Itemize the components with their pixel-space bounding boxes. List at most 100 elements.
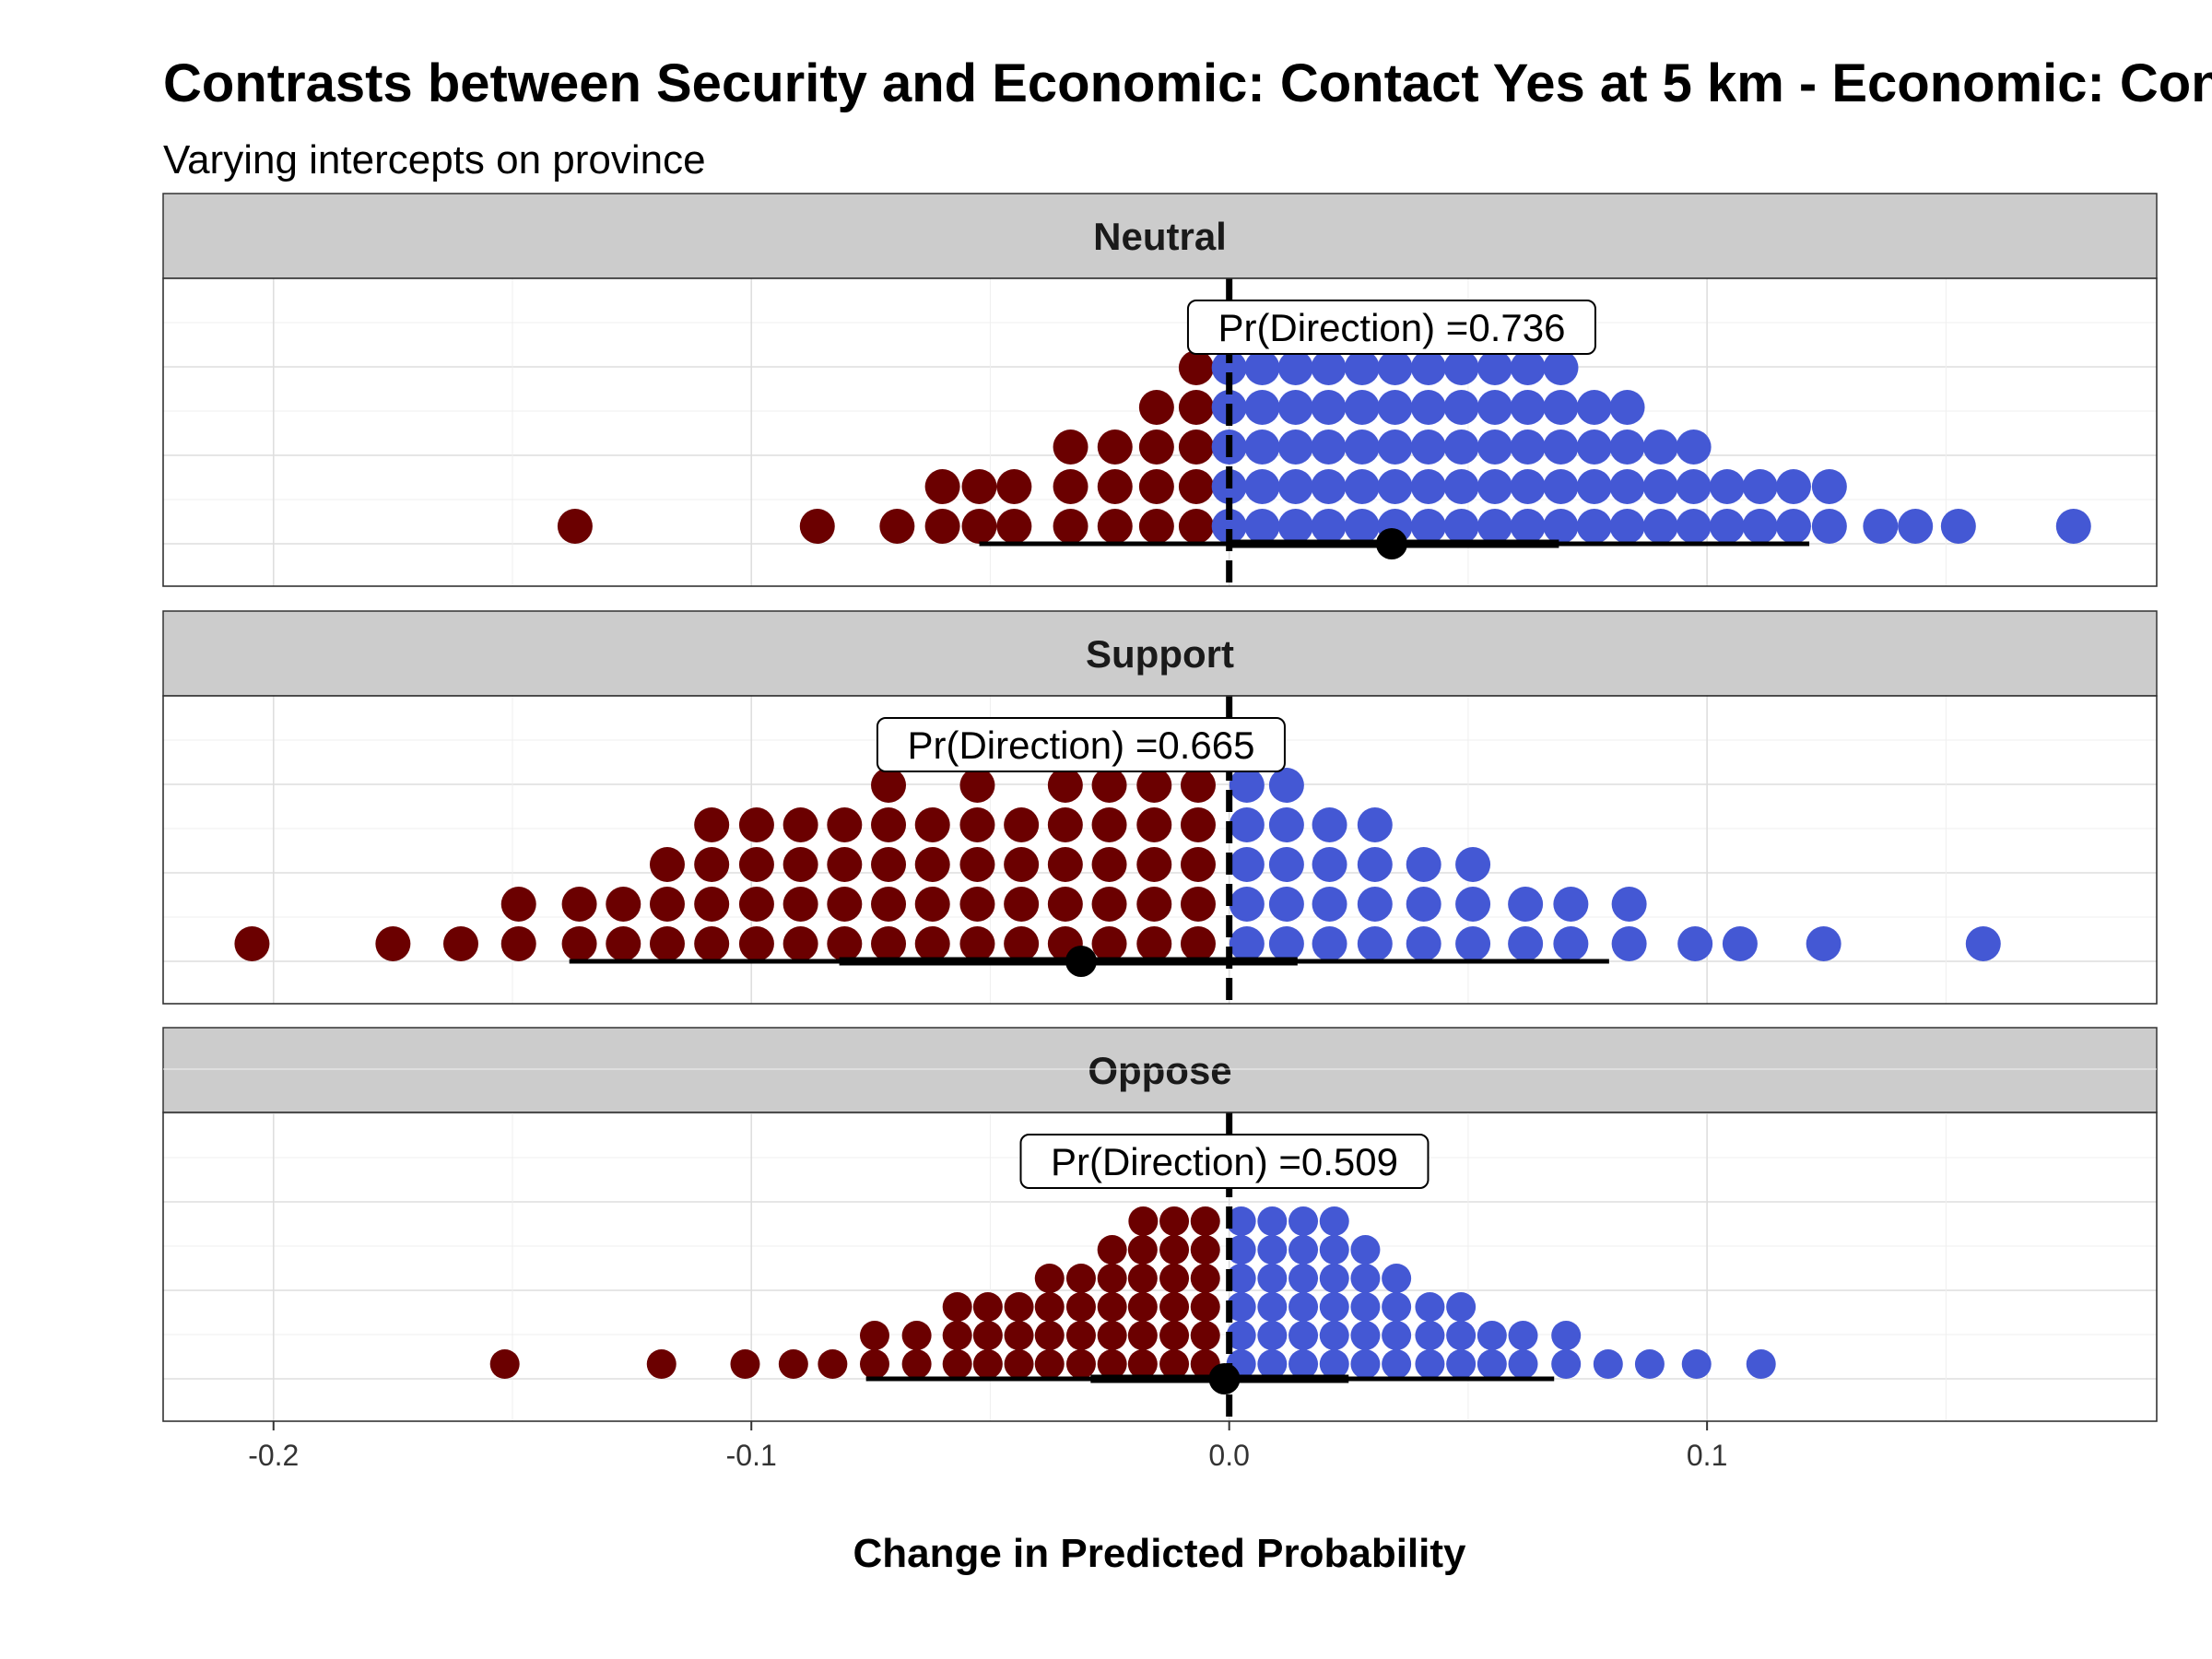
data-dot xyxy=(1178,390,1214,425)
data-dot xyxy=(606,926,641,961)
data-dot xyxy=(1180,768,1216,803)
data-dot xyxy=(1226,1321,1256,1350)
data-dot xyxy=(1377,469,1413,504)
data-dot xyxy=(914,887,950,922)
data-dot xyxy=(1415,1349,1445,1379)
data-dot xyxy=(1229,768,1265,803)
data-dot xyxy=(1288,1349,1319,1379)
data-dot xyxy=(694,807,730,842)
data-dot xyxy=(1455,926,1491,961)
data-dot xyxy=(1709,509,1745,544)
data-dot xyxy=(1510,509,1546,544)
data-dot xyxy=(1676,469,1712,504)
x-tick-label: -0.2 xyxy=(248,1439,299,1472)
panel-neutral: Neutral Pr(Direction) =0.736 xyxy=(162,193,2158,587)
data-dot xyxy=(1034,1264,1065,1293)
data-dot xyxy=(1097,1235,1127,1265)
data-dot xyxy=(1004,926,1040,961)
data-dot xyxy=(778,1349,808,1379)
data-dot xyxy=(1681,1349,1712,1379)
data-dot xyxy=(859,1349,889,1379)
data-dot xyxy=(1136,926,1172,961)
data-dot xyxy=(694,847,730,882)
data-dot xyxy=(1136,768,1172,803)
data-dot xyxy=(972,1292,1003,1322)
data-dot xyxy=(1543,429,1579,465)
data-dot xyxy=(1053,509,1088,544)
data-dot xyxy=(782,807,818,842)
data-dot xyxy=(1510,429,1546,465)
data-dot xyxy=(1065,1292,1096,1322)
data-dot xyxy=(1127,1235,1158,1265)
data-dot xyxy=(1136,887,1172,922)
data-dot xyxy=(1097,1264,1127,1293)
data-dot xyxy=(1611,926,1647,961)
data-dot xyxy=(1180,926,1216,961)
data-dot xyxy=(1053,429,1088,465)
data-dot xyxy=(1311,509,1347,544)
data-dot xyxy=(1311,429,1347,465)
data-dot xyxy=(1065,1264,1096,1293)
data-dot xyxy=(1811,469,1847,504)
data-dot xyxy=(694,926,730,961)
pr-direction-label: Pr(Direction) =0.736 xyxy=(1218,306,1565,349)
data-dot xyxy=(1190,1235,1220,1265)
panel-support: Support Pr(Direction) =0.665 xyxy=(162,610,2158,1005)
data-dot xyxy=(1775,469,1811,504)
data-dot xyxy=(1178,429,1214,465)
data-dot xyxy=(1344,390,1380,425)
data-dot xyxy=(1350,1235,1381,1265)
data-dot xyxy=(1609,429,1645,465)
data-dot xyxy=(1091,768,1127,803)
data-dot xyxy=(1128,1206,1159,1236)
chart-subtitle: Varying intercepts on province xyxy=(163,137,706,182)
data-dot xyxy=(1377,350,1413,385)
data-dot xyxy=(1551,1349,1582,1379)
data-dot xyxy=(1047,847,1083,882)
data-dot xyxy=(1319,1235,1349,1265)
data-dot xyxy=(1244,509,1280,544)
data-dot xyxy=(1410,390,1446,425)
data-dot xyxy=(1319,1206,1349,1236)
data-dot xyxy=(1229,887,1265,922)
data-dot xyxy=(959,926,995,961)
data-dot xyxy=(1898,509,1934,544)
data-dot xyxy=(738,847,774,882)
data-dot xyxy=(730,1349,760,1379)
data-dot xyxy=(1138,509,1174,544)
pr-direction-label: Pr(Direction) =0.509 xyxy=(1051,1140,1398,1183)
data-dot xyxy=(1047,768,1083,803)
data-dot xyxy=(827,926,863,961)
pr-direction-box xyxy=(1186,300,1596,355)
data-dot xyxy=(1357,887,1393,922)
data-dot xyxy=(1510,350,1546,385)
data-dot xyxy=(1344,509,1380,544)
data-dot xyxy=(1034,1321,1065,1350)
data-dot xyxy=(1508,926,1544,961)
data-dot xyxy=(1277,509,1313,544)
data-dot xyxy=(1576,469,1612,504)
data-dot xyxy=(1159,1206,1190,1236)
data-dot xyxy=(1576,390,1612,425)
data-dot xyxy=(1091,887,1127,922)
data-dot xyxy=(1047,887,1083,922)
data-dot xyxy=(1543,350,1579,385)
data-dot xyxy=(1677,926,1713,961)
data-dot xyxy=(606,887,641,922)
facet-strip xyxy=(162,610,2158,697)
data-dot xyxy=(901,1349,932,1379)
data-dot xyxy=(1676,509,1712,544)
data-dot xyxy=(1127,1321,1158,1350)
data-dot xyxy=(1611,887,1647,922)
data-dot xyxy=(1257,1321,1288,1350)
data-dot xyxy=(1127,1349,1158,1379)
data-dot xyxy=(1477,509,1512,544)
data-dot xyxy=(1097,1292,1127,1322)
data-dot xyxy=(1229,847,1265,882)
data-dot xyxy=(1553,926,1589,961)
data-dot xyxy=(1226,1235,1256,1265)
data-dot xyxy=(1806,926,1841,961)
data-dot xyxy=(1180,807,1216,842)
data-dot xyxy=(1312,926,1347,961)
data-dot xyxy=(996,469,1032,504)
